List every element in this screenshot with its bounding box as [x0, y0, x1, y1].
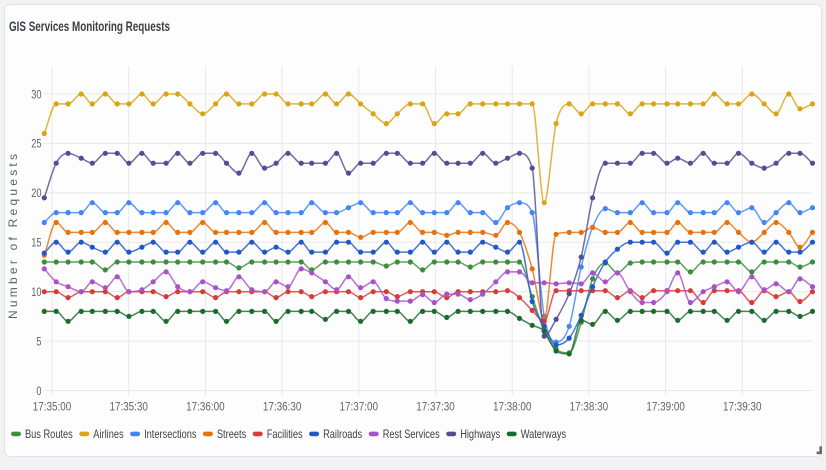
svg-text:30: 30 — [31, 87, 42, 101]
svg-text:17:39:00: 17:39:00 — [646, 400, 685, 414]
svg-text:17:36:30: 17:36:30 — [263, 400, 302, 414]
svg-text:17:38:30: 17:38:30 — [570, 400, 609, 414]
svg-text:Rest Services: Rest Services — [383, 427, 440, 441]
svg-text:Facilities: Facilities — [267, 427, 303, 441]
svg-text:17:38:00: 17:38:00 — [493, 400, 532, 414]
svg-text:20: 20 — [31, 186, 42, 200]
svg-text:17:35:00: 17:35:00 — [33, 400, 72, 414]
svg-text:5: 5 — [36, 334, 41, 348]
svg-text:0: 0 — [36, 384, 41, 398]
svg-text:Waterways: Waterways — [521, 427, 566, 441]
svg-text:Highways: Highways — [460, 427, 500, 441]
svg-text:15: 15 — [31, 236, 42, 250]
svg-text:17:36:00: 17:36:00 — [186, 400, 225, 414]
svg-text:25: 25 — [31, 137, 42, 151]
svg-text:10: 10 — [31, 285, 42, 299]
svg-text:17:35:30: 17:35:30 — [109, 400, 148, 414]
svg-text:GIS Services Monitoring Reques: GIS Services Monitoring Requests — [9, 18, 170, 34]
svg-text:17:37:00: 17:37:00 — [340, 400, 379, 414]
svg-text:Intersections: Intersections — [144, 427, 196, 441]
svg-text:Airlines: Airlines — [93, 427, 123, 441]
svg-text:17:39:30: 17:39:30 — [723, 400, 762, 414]
svg-text:Railroads: Railroads — [323, 427, 362, 441]
svg-text:Bus Routes: Bus Routes — [25, 427, 73, 441]
svg-text:Streets: Streets — [217, 427, 246, 441]
svg-text:17:37:30: 17:37:30 — [416, 400, 455, 414]
